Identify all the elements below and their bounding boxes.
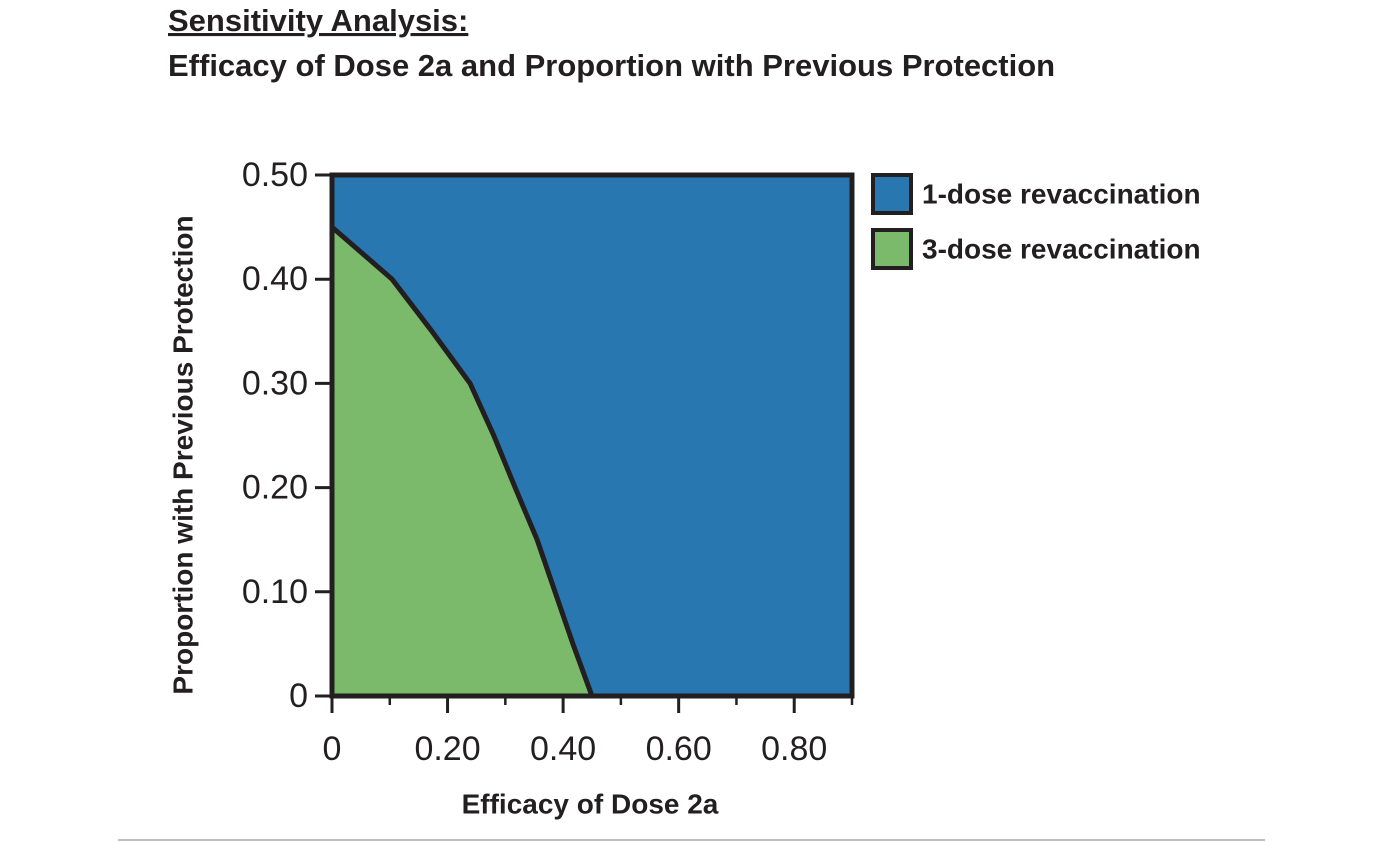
y-tick-label: 0.30: [242, 364, 308, 402]
x-tick-label: 0.40: [530, 730, 596, 768]
legend-swatch: [871, 173, 913, 215]
y-tick-label: 0.50: [242, 156, 308, 194]
x-tick-label: 0.60: [646, 730, 712, 768]
y-tick-label: 0.10: [242, 573, 308, 611]
chart-title: Sensitivity Analysis:: [168, 3, 468, 38]
legend-label: 3-dose revaccination: [922, 233, 1201, 264]
x-tick-label: 0: [323, 730, 342, 768]
x-tick-label: 0.80: [761, 730, 827, 768]
y-axis-label: Proportion with Previous Protection: [167, 215, 198, 694]
chart-subtitle: Efficacy of Dose 2a and Proportion with …: [168, 48, 1055, 83]
legend-swatch: [871, 228, 913, 270]
y-tick-label: 0: [289, 677, 308, 715]
x-tick-label: 0.20: [414, 730, 480, 768]
plot-frame: [329, 172, 855, 699]
y-tick-label: 0.40: [242, 260, 308, 298]
y-tick-label: 0.20: [242, 469, 308, 507]
legend-label: 1-dose revaccination: [922, 178, 1201, 209]
boundary-line: [330, 225, 595, 697]
x-axis-label: Efficacy of Dose 2a: [462, 788, 719, 819]
area: [332, 227, 592, 696]
